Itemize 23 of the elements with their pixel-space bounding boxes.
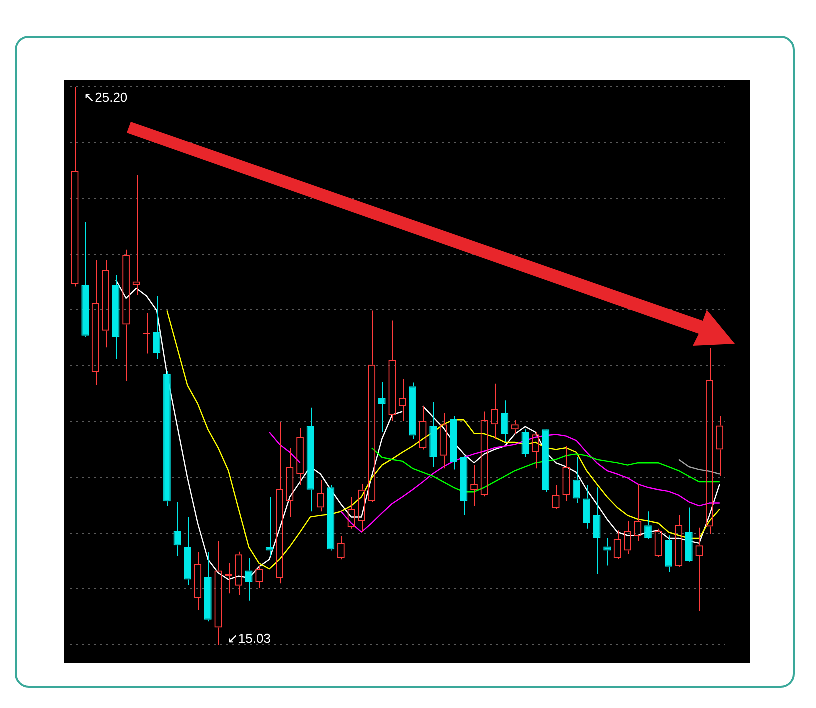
candlestick bbox=[306, 407, 314, 512]
candlestick bbox=[409, 382, 417, 440]
candlestick bbox=[450, 416, 458, 470]
candlestick bbox=[522, 429, 530, 458]
candlestick bbox=[204, 552, 212, 622]
candlestick bbox=[665, 535, 672, 573]
candlestick bbox=[327, 484, 335, 552]
annotation: ↙15.03 bbox=[227, 631, 271, 646]
candlestick bbox=[583, 484, 591, 530]
candlestick bbox=[593, 487, 601, 575]
annotation: ↖25.20 bbox=[84, 90, 128, 106]
candlestick bbox=[164, 370, 171, 507]
candlestick bbox=[460, 455, 468, 516]
candlestick bbox=[572, 457, 580, 504]
candlestick bbox=[685, 507, 693, 562]
candlestick bbox=[112, 274, 120, 360]
candlestick bbox=[153, 296, 161, 360]
candlestick bbox=[644, 511, 652, 538]
candlestick bbox=[174, 502, 182, 557]
candlestick bbox=[184, 516, 192, 586]
candlestick bbox=[82, 222, 90, 338]
candlestick bbox=[501, 400, 509, 443]
candlestick bbox=[430, 402, 438, 468]
